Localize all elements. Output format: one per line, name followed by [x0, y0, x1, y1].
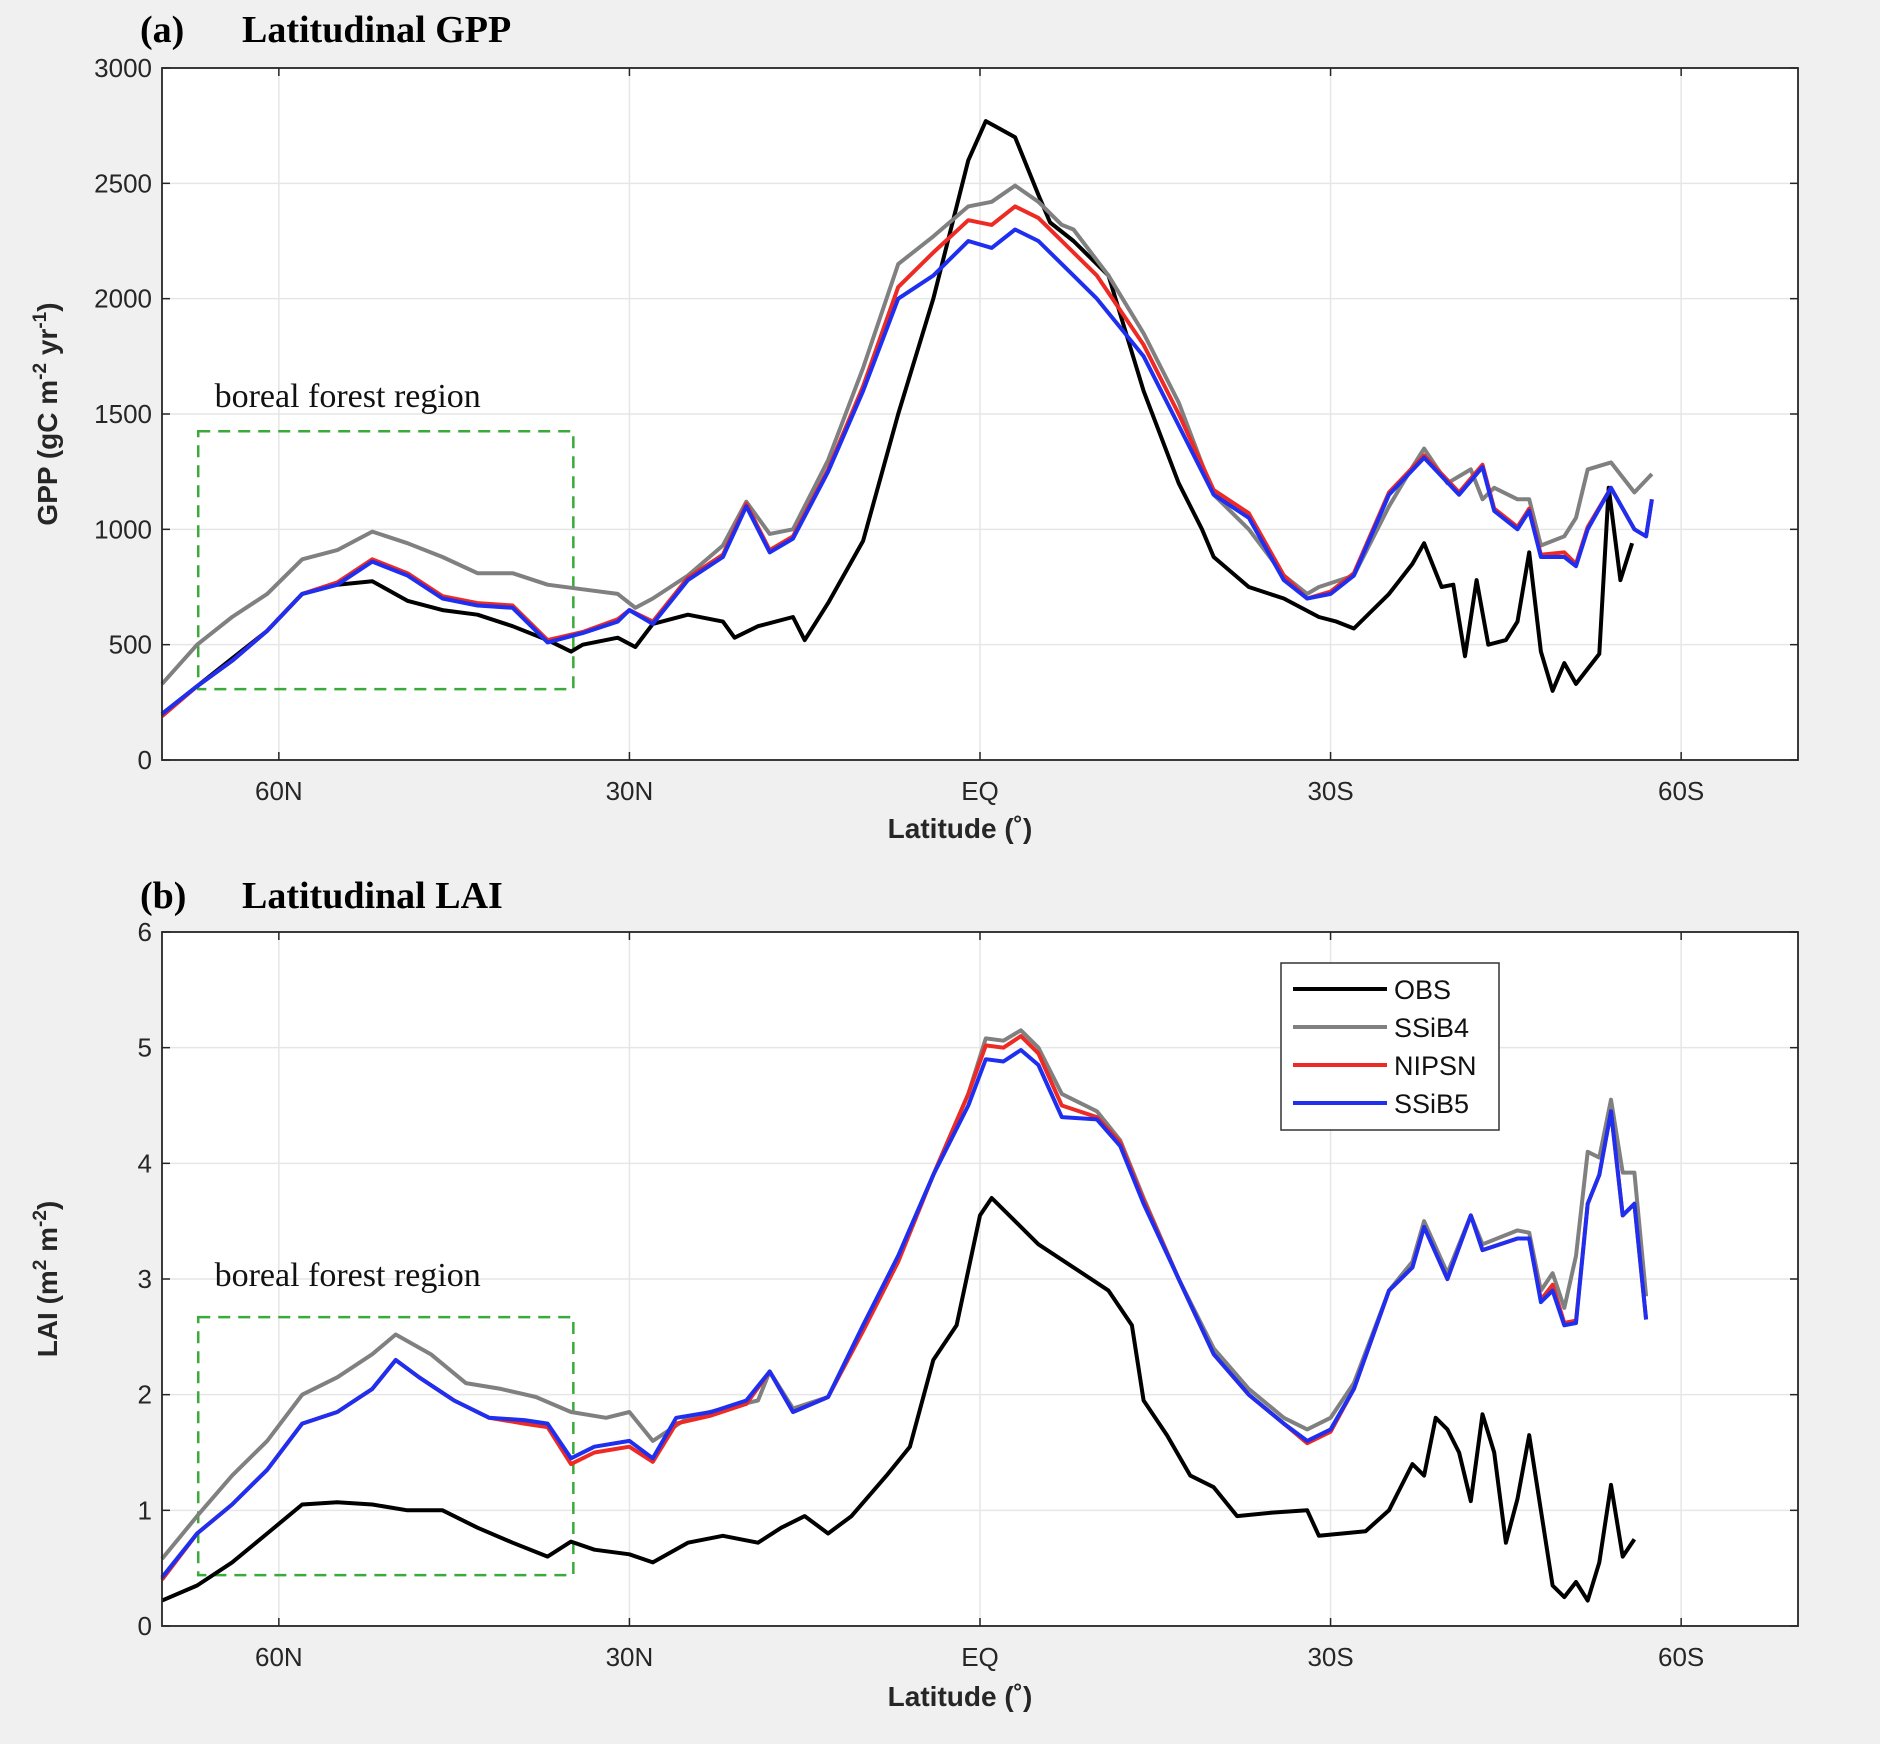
ytick-label: 2500 [94, 168, 152, 198]
superscript: -2 [30, 1210, 51, 1227]
xtick-label: EQ [961, 776, 999, 806]
panel-label-a: (a) [140, 9, 184, 51]
x-axis-label: Latitude (˚) [888, 813, 1033, 844]
legend-label-nipsn: NIPSN [1394, 1051, 1477, 1081]
legend-label-ssib5: SSiB5 [1394, 1089, 1469, 1119]
axes-frame [161, 67, 1799, 761]
xtick-label: 30S [1307, 1642, 1353, 1672]
xtick-label: 30N [606, 776, 654, 806]
xtick-label: 60S [1658, 1642, 1704, 1672]
label-part: m [32, 1227, 63, 1260]
boreal-region-box [196, 1315, 575, 1577]
legend-label-obs: OBS [1394, 975, 1451, 1005]
series-line-ssib5 [160, 227, 1654, 716]
ytick-label: 0 [138, 1611, 152, 1641]
y-axis-label: LAI (m2 m-2) [30, 1201, 63, 1358]
superscript: 2 [30, 1260, 51, 1271]
xtick-label: 30S [1307, 776, 1353, 806]
series-line-obs [161, 1196, 1637, 1603]
xtick-label: EQ [961, 1642, 999, 1672]
y-axis-label: GPP (gC m-2 yr-1) [30, 302, 63, 525]
ytick-label: 500 [109, 630, 152, 660]
ytick-label: 3 [138, 1264, 152, 1294]
panel-label-b: (b) [140, 875, 186, 917]
superscript: -1 [30, 311, 51, 328]
ytick-label: 1 [138, 1495, 152, 1525]
panel-gpp: 0 500 1000 1500 2000 2500 3000 60N 30N EQ 30S 60S bo… [30, 9, 1799, 844]
xtick-label: 30N [606, 1642, 654, 1672]
superscript: -2 [30, 363, 51, 380]
ytick-label: 5 [138, 1033, 152, 1063]
ytick-label: 3000 [94, 53, 152, 83]
ytick-label: 2 [138, 1380, 152, 1410]
label-part: ) [32, 302, 63, 311]
label-part: GPP (gC m [32, 380, 63, 526]
xtick-label: 60N [255, 1642, 303, 1672]
ytick-label: 6 [138, 917, 152, 947]
ytick-label: 2000 [94, 284, 152, 314]
series-line-ssib4 [160, 183, 1654, 686]
series-line-ssib5 [160, 1048, 1649, 1579]
legend-label-ssib4: SSiB4 [1394, 1013, 1469, 1043]
label-part: ) [32, 1201, 63, 1210]
boreal-region-label: boreal forest region [215, 1257, 481, 1294]
boreal-region-label: boreal forest region [215, 378, 481, 415]
ytick-label: 1000 [94, 514, 152, 544]
ytick-label: 0 [138, 745, 152, 775]
xtick-label: 60S [1658, 776, 1704, 806]
label-part: yr [32, 329, 63, 363]
label-part: LAI (m [32, 1270, 63, 1357]
x-axis-label: Latitude (˚) [888, 1681, 1033, 1712]
chart-title-a: Latitudinal GPP [242, 9, 511, 51]
panel-lai: 0 1 2 3 4 5 6 60N 30N EQ 30S 60S boreal forest regio… [30, 875, 1799, 1712]
xtick-label: 60N [255, 776, 303, 806]
ytick-label: 1500 [94, 399, 152, 429]
chart-title-b: Latitudinal LAI [242, 875, 503, 917]
ytick-label: 4 [138, 1148, 152, 1178]
axes-frame [161, 931, 1799, 1627]
series-line-obs [160, 119, 1635, 716]
boreal-region-box [196, 430, 575, 691]
legend: OBS SSiB4 NIPSN SSiB5 [1280, 962, 1500, 1131]
